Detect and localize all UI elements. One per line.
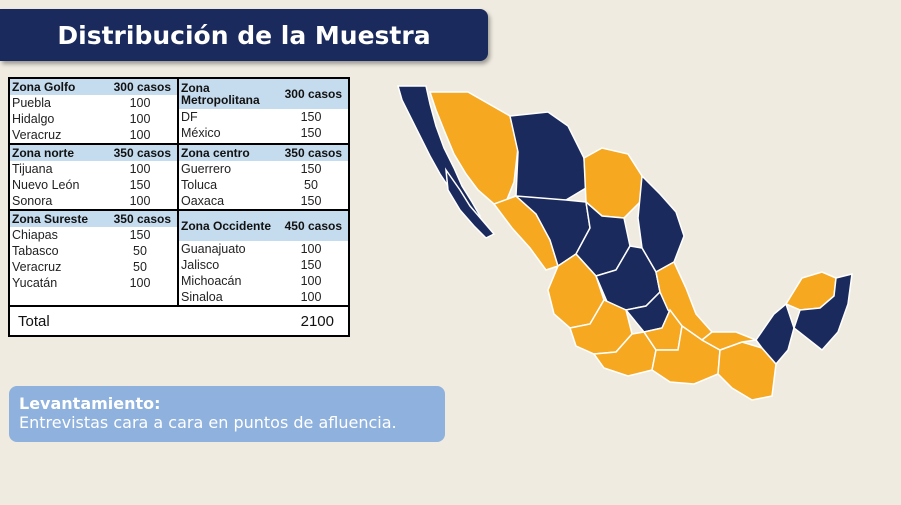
zone-block: Zona Occidente 450 casos Guanajuato 100 Jali… [179,211,348,307]
table-row: Toluca 50 [179,177,348,193]
zone-cases: 300 casos [284,87,342,101]
table-row: Puebla 100 [10,95,177,111]
table-row: Tijuana 100 [10,161,177,177]
city-name: Puebla [12,96,51,110]
table-row: Guanajuato 100 [179,241,348,257]
region-baja-sur [444,167,496,239]
zone-header: Zona Golfo 300 casos [10,79,177,95]
zone-cases: 350 casos [113,212,171,226]
city-cases: 50 [133,244,147,258]
city-name: Chiapas [12,228,58,242]
page-title: Distribución de la Muestra [57,20,431,50]
total-label: Total [18,312,50,330]
title-banner: Distribución de la Muestra [0,9,488,61]
region-campeche [755,302,795,366]
city-cases: 50 [133,260,147,274]
city-name: Veracruz [12,128,62,142]
city-cases: 150 [300,110,322,124]
city-name: México [181,126,221,140]
zone-name: Zona Metropolitana [181,81,260,107]
city-cases: 100 [129,194,151,208]
note-title: Levantamiento: [19,394,161,413]
city-cases: 150 [300,126,322,140]
zone-header: Zona norte 350 casos [10,145,177,161]
zone-name: Zona Golfo [12,80,76,94]
region-tabasco [700,331,759,351]
zone-name: Zona Occidente [181,219,272,233]
zone-cases: 300 casos [113,80,171,94]
city-cases: 50 [304,178,318,192]
city-cases: 100 [129,276,151,290]
zone-cases: 450 casos [284,219,342,233]
zone-cases: 350 casos [113,146,171,160]
zone-name: Zona norte [12,146,74,160]
city-cases: 100 [300,290,322,304]
table-row: Veracruz 100 [10,127,177,143]
table-row: Guerrero 150 [179,161,348,177]
city-name: Sonora [12,194,53,208]
table-row: Sinaloa 100 [179,289,348,305]
region-chihuahua [509,111,587,203]
table-row: Hidalgo 100 [10,111,177,127]
city-cases: 150 [129,228,151,242]
city-cases: 150 [300,258,322,272]
city-name: Michoacán [181,274,242,288]
zone-cases: 350 casos [284,146,342,160]
zone-header: Zona Metropolitana 300 casos [179,79,348,109]
city-name: Veracruz [12,260,62,274]
city-name: Tabasco [12,244,59,258]
zone-header: Zona Sureste 350 casos [10,211,177,227]
city-name: Jalisco [181,258,220,272]
zone-block: Zona norte 350 casos Tijuana 100 Nuevo León 1… [10,145,179,211]
zone-name: Zona centro [181,146,250,160]
zone-block: Zona Metropolitana 300 casos DF 150 México 15… [179,79,348,145]
table-row: Chiapas 150 [10,227,177,243]
zone-header: Zona centro 350 casos [179,145,348,161]
sample-distribution-table: Zona Golfo 300 casos Puebla 100 Hidalgo 100 Ve… [8,77,350,337]
zone-block: Zona centro 350 casos Guerrero 150 Toluca 50 O… [179,145,348,211]
city-cases: 150 [300,194,322,208]
city-name: Nuevo León [12,178,80,192]
city-name: Oaxaca [181,194,225,208]
table-row: Michoacán 100 [179,273,348,289]
city-name: DF [181,110,198,124]
table-row: Jalisco 150 [179,257,348,273]
city-name: Sinaloa [181,290,223,304]
zone-block: Zona Golfo 300 casos Puebla 100 Hidalgo 100 Ve… [10,79,179,145]
city-name: Guerrero [181,162,232,176]
city-name: Tijuana [12,162,53,176]
city-cases: 150 [300,162,322,176]
total-value: 2100 [300,312,334,330]
city-name: Toluca [181,178,218,192]
total-row: Total 2100 [10,307,348,335]
city-cases: 100 [300,242,322,256]
zone-header: Zona Occidente 450 casos [179,211,348,241]
survey-method-note: Levantamiento: Entrevistas cara a cara e… [9,386,445,442]
table-row: Oaxaca 150 [179,193,348,209]
city-cases: 100 [129,112,151,126]
table-row: Tabasco 50 [10,243,177,259]
table-row: Sonora 100 [10,193,177,209]
city-name: Guanajuato [181,242,246,256]
city-name: Yucatán [12,276,58,290]
table-row: México 150 [179,125,348,141]
table-row: DF 150 [179,109,348,125]
city-cases: 100 [300,274,322,288]
table-row: Veracruz 50 [10,259,177,275]
city-cases: 100 [129,128,151,142]
zone-block: Zona Sureste 350 casos Chiapas 150 Tabasco 50… [10,211,179,307]
zone-grid: Zona Golfo 300 casos Puebla 100 Hidalgo 100 Ve… [10,79,348,307]
zone-name: Zona Sureste [12,212,89,226]
table-row: Nuevo León 150 [10,177,177,193]
region-quintana-roo [793,273,853,352]
table-row: Yucatán 100 [10,275,177,291]
note-body: Entrevistas cara a cara en puntos de afl… [19,413,397,432]
city-cases: 150 [129,178,151,192]
city-name: Hidalgo [12,112,55,126]
city-cases: 100 [129,96,151,110]
city-cases: 100 [129,162,151,176]
mexico-map [397,85,853,401]
